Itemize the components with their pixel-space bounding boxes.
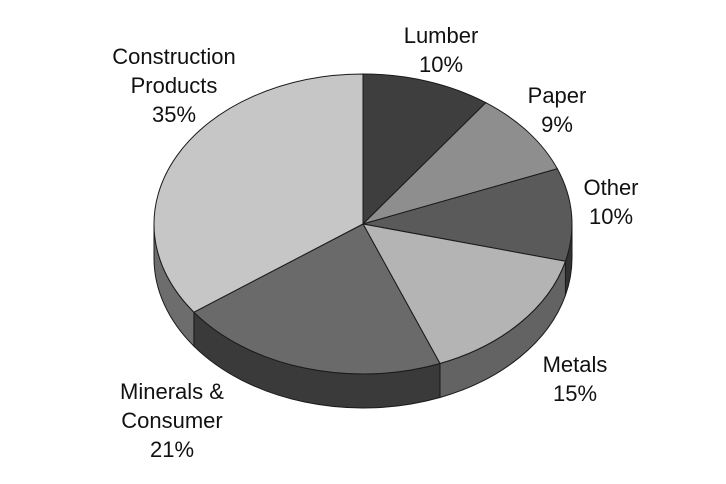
slice-label-1: Lumber 10% — [404, 23, 479, 77]
pie-slice-1 — [362, 73, 487, 226]
slice-name: Other — [583, 175, 638, 200]
pie-slice-6 — [153, 73, 364, 313]
slice-name: Consumer — [121, 408, 222, 433]
slice-name: Products — [131, 73, 218, 98]
slice-percent: 21% — [150, 437, 194, 462]
slice-label-3: Other 10% — [583, 175, 638, 229]
slice-percent: 10% — [589, 204, 633, 229]
slice-percent: 15% — [553, 381, 597, 406]
slice-name: Minerals & — [120, 379, 224, 404]
slice-name: Lumber — [404, 23, 479, 48]
slice-name: Metals — [543, 352, 608, 377]
slice-percent: 35% — [152, 102, 196, 127]
slice-label-2: Paper 9% — [528, 83, 587, 137]
pie-slice-5 — [193, 223, 441, 375]
slice-percent: 9% — [541, 112, 573, 137]
slice-label-5: Minerals & Consumer 21% — [120, 379, 224, 462]
slice-name: Construction — [112, 44, 236, 69]
slice-label-4: Metals 15% — [543, 352, 608, 406]
pie-slice-4 — [362, 223, 567, 365]
pie-slice-2 — [362, 102, 559, 225]
pie-labels: Lumber 10% Paper 9% Other 10% Metals 15% Mineral… — [112, 23, 638, 462]
slice-percent: 10% — [419, 52, 463, 77]
slice-name: Paper — [528, 83, 587, 108]
slice-label-6: Construction Products 35% — [112, 44, 236, 127]
pie-tops — [153, 73, 573, 375]
pie-slice-3 — [362, 168, 573, 262]
